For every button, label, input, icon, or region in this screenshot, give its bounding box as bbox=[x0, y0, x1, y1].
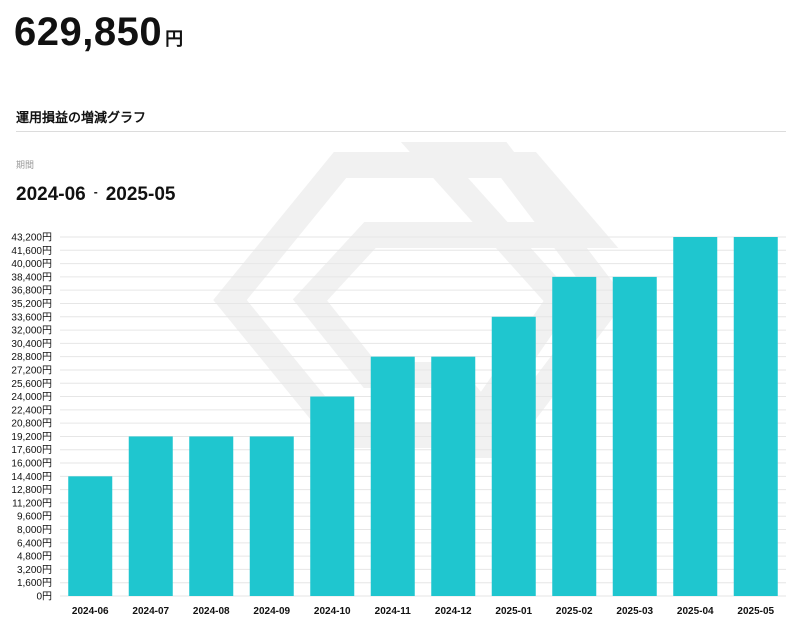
y-tick-label: 41,600円 bbox=[11, 246, 52, 257]
x-tick-label: 2024-07 bbox=[132, 606, 169, 617]
x-tick-label: 2024-10 bbox=[314, 606, 351, 617]
y-tick-label: 38,400円 bbox=[11, 272, 52, 283]
bar-2024-12[interactable] bbox=[431, 356, 476, 596]
x-tick-label: 2024-09 bbox=[253, 606, 290, 617]
y-axis-ticks: 0円 1,600円 3,200円 4,800円 6,400円 8,000円 9,600円 11… bbox=[11, 233, 52, 603]
y-tick-label: 16,000円 bbox=[11, 459, 52, 470]
y-tick-label: 22,400円 bbox=[11, 405, 52, 416]
y-tick-label: 35,200円 bbox=[11, 299, 52, 310]
y-tick-label: 30,400円 bbox=[11, 339, 52, 350]
x-tick-label: 2024-11 bbox=[375, 606, 412, 617]
y-tick-label: 17,600円 bbox=[11, 445, 52, 456]
grid-lines bbox=[60, 236, 786, 597]
section-title: 運用損益の増減グラフ bbox=[16, 110, 147, 125]
y-tick-label: 8,000円 bbox=[17, 525, 52, 536]
total-unit: 円 bbox=[165, 29, 184, 49]
y-tick-label: 19,200円 bbox=[11, 432, 52, 443]
x-tick-label: 2024-06 bbox=[72, 606, 109, 617]
period-range: 2024-06 - 2025-05 bbox=[16, 184, 175, 206]
y-tick-label: 32,000円 bbox=[11, 326, 52, 337]
y-tick-label: 4,800円 bbox=[17, 552, 52, 563]
x-tick-label: 2024-12 bbox=[435, 606, 472, 617]
x-axis-ticks: 2024-06 2024-07 2024-08 2024-09 2024-10 2024-… bbox=[72, 606, 775, 617]
y-tick-label: 43,200円 bbox=[11, 233, 52, 244]
bars bbox=[68, 237, 778, 596]
divider bbox=[16, 131, 786, 132]
bar-2024-07[interactable] bbox=[128, 436, 173, 596]
total-value: 629,850 bbox=[14, 10, 163, 54]
x-tick-label: 2025-03 bbox=[616, 606, 653, 617]
y-tick-label: 28,800円 bbox=[11, 352, 52, 363]
bar-2024-10[interactable] bbox=[310, 396, 355, 596]
y-tick-label: 33,600円 bbox=[11, 312, 52, 323]
y-tick-label: 12,800円 bbox=[11, 485, 52, 496]
bar-2025-03[interactable] bbox=[612, 276, 657, 596]
y-tick-label: 9,600円 bbox=[17, 512, 52, 523]
y-tick-label: 3,200円 bbox=[17, 565, 52, 576]
y-tick-label: 0円 bbox=[36, 592, 52, 603]
y-tick-label: 14,400円 bbox=[11, 472, 52, 483]
y-tick-label: 20,800円 bbox=[11, 419, 52, 430]
y-tick-label: 11,200円 bbox=[12, 498, 52, 509]
y-tick-label: 36,800円 bbox=[11, 286, 52, 297]
bar-2025-05[interactable] bbox=[733, 237, 778, 596]
bar-2025-01[interactable] bbox=[491, 316, 536, 596]
y-tick-label: 1,600円 bbox=[17, 578, 52, 589]
x-tick-label: 2025-02 bbox=[556, 606, 593, 617]
x-tick-label: 2025-04 bbox=[677, 606, 714, 617]
bar-2024-09[interactable] bbox=[249, 436, 294, 596]
y-tick-label: 27,200円 bbox=[11, 365, 52, 376]
period-separator: - bbox=[93, 185, 98, 199]
bar-2024-06[interactable] bbox=[68, 476, 113, 596]
period-end: 2025-05 bbox=[105, 184, 176, 205]
bar-2024-11[interactable] bbox=[370, 356, 415, 596]
bar-2025-04[interactable] bbox=[673, 237, 718, 596]
y-tick-label: 40,000円 bbox=[11, 259, 52, 270]
y-tick-label: 6,400円 bbox=[17, 538, 52, 549]
y-tick-label: 25,600円 bbox=[11, 379, 52, 390]
bar-2024-08[interactable] bbox=[189, 436, 234, 596]
total-amount: 629,850 円 bbox=[14, 8, 183, 56]
x-tick-label: 2025-05 bbox=[737, 606, 774, 617]
bar-chart: 0円 1,600円 3,200円 4,800円 6,400円 8,000円 9,600円 11… bbox=[11, 233, 786, 617]
y-tick-label: 24,000円 bbox=[11, 392, 52, 403]
period-label: 期間 bbox=[16, 160, 35, 170]
period-start: 2024-06 bbox=[16, 184, 86, 205]
x-tick-label: 2025-01 bbox=[495, 606, 532, 617]
bar-2025-02[interactable] bbox=[552, 276, 597, 596]
x-tick-label: 2024-08 bbox=[193, 606, 230, 617]
